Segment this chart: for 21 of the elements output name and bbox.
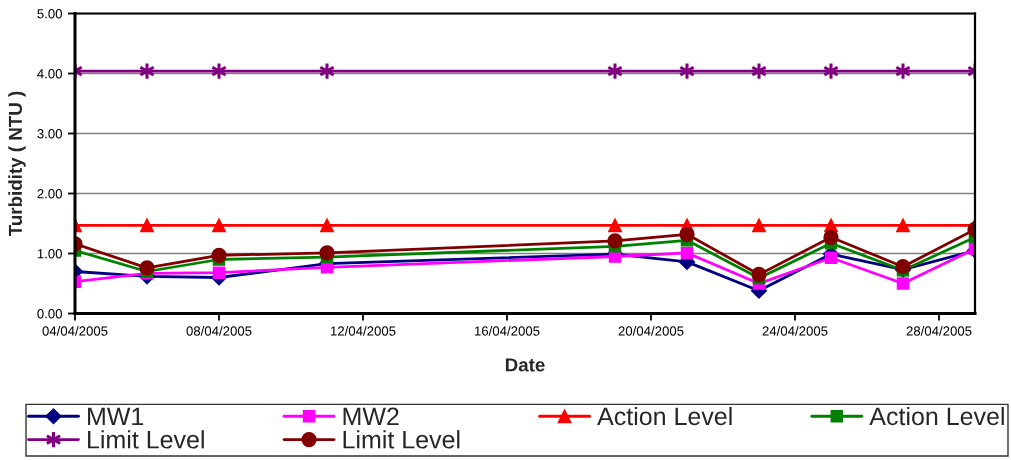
legend-label: MW2 xyxy=(343,407,399,426)
legend-label: Limit Level xyxy=(88,430,204,449)
x-tick-label: 20/04/2005 xyxy=(618,326,684,336)
y-tick-label: 0.00 xyxy=(37,309,62,319)
y-tick-label: 2.00 xyxy=(37,189,62,199)
x-tick-label: 04/04/2005 xyxy=(42,326,108,336)
y-tick-label: 1.00 xyxy=(37,249,62,259)
x-tick-label: 28/04/2005 xyxy=(906,326,972,336)
legend-label: Action Level xyxy=(597,406,732,426)
x-axis-title: Date xyxy=(505,358,545,372)
x-tick-label: 12/04/2005 xyxy=(330,326,396,336)
x-tick-label: 08/04/2005 xyxy=(186,326,252,336)
y-tick-label: 5.00 xyxy=(37,9,62,19)
x-tick-label: 24/04/2005 xyxy=(762,326,828,336)
legend-label: Action Level xyxy=(869,406,1004,426)
y-tick-label: 4.00 xyxy=(37,69,62,79)
legend-label: MW1 xyxy=(88,407,144,426)
y-tick-label: 3.00 xyxy=(37,129,62,139)
legend-label: Limit Level xyxy=(343,430,460,449)
x-tick-label: 16/04/2005 xyxy=(474,326,540,336)
y-axis-title: Turbidity ( NTU ) xyxy=(8,91,26,237)
